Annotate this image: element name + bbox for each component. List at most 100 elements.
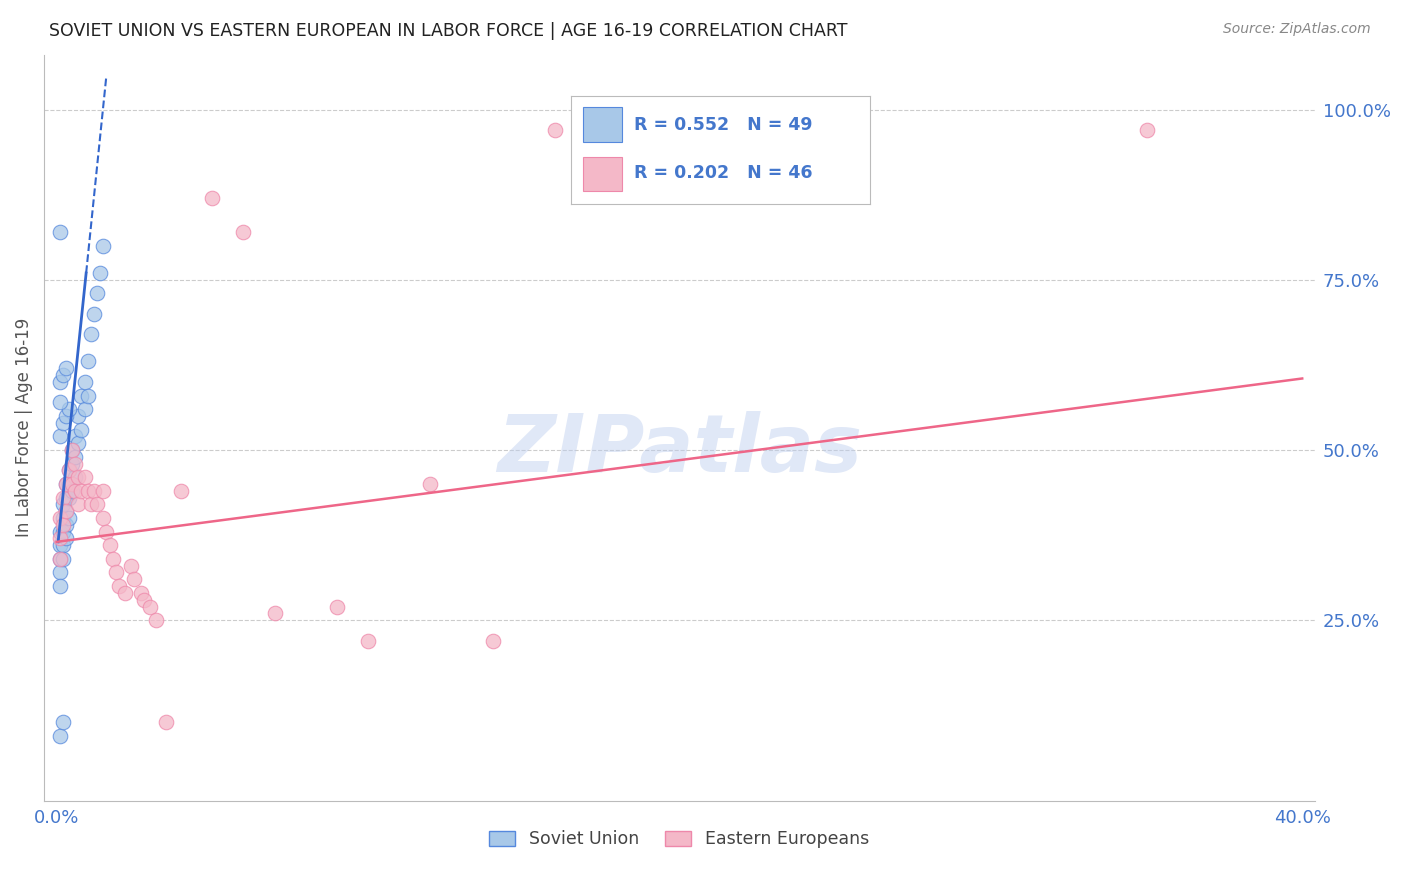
Point bbox=[104, 566, 127, 580]
Point bbox=[58, 402, 80, 417]
Point bbox=[101, 552, 124, 566]
Point bbox=[668, 123, 690, 137]
Point bbox=[48, 538, 70, 552]
Point bbox=[83, 483, 105, 498]
Y-axis label: In Labor Force | Age 16-19: In Labor Force | Age 16-19 bbox=[15, 318, 32, 538]
Point bbox=[145, 613, 167, 627]
Point bbox=[139, 599, 162, 614]
Point bbox=[58, 463, 80, 477]
Point bbox=[96, 524, 118, 539]
Point bbox=[326, 599, 349, 614]
Point bbox=[86, 286, 108, 301]
Point bbox=[55, 477, 77, 491]
Point bbox=[76, 388, 98, 402]
Point bbox=[65, 483, 87, 498]
Point bbox=[263, 607, 285, 621]
Point bbox=[86, 497, 108, 511]
Point bbox=[48, 429, 70, 443]
Point bbox=[67, 470, 90, 484]
Point bbox=[48, 225, 70, 239]
Point bbox=[48, 552, 70, 566]
Point bbox=[129, 586, 152, 600]
Point bbox=[58, 491, 80, 505]
Point bbox=[65, 457, 87, 471]
Point bbox=[52, 524, 75, 539]
Point bbox=[419, 477, 441, 491]
Point bbox=[76, 483, 98, 498]
Point bbox=[73, 402, 96, 417]
Point bbox=[1135, 123, 1157, 137]
Point bbox=[48, 579, 70, 593]
Point bbox=[58, 477, 80, 491]
Point bbox=[67, 409, 90, 423]
Point bbox=[91, 483, 114, 498]
Point bbox=[124, 572, 146, 586]
Point bbox=[67, 436, 90, 450]
Point bbox=[70, 423, 93, 437]
Point bbox=[55, 504, 77, 518]
Point bbox=[52, 511, 75, 525]
Point bbox=[55, 477, 77, 491]
Point bbox=[48, 532, 70, 546]
Point bbox=[55, 517, 77, 532]
Point bbox=[70, 483, 93, 498]
Point bbox=[120, 558, 142, 573]
Point bbox=[52, 538, 75, 552]
Point bbox=[67, 497, 90, 511]
Point bbox=[55, 361, 77, 376]
Point bbox=[201, 191, 224, 205]
Point bbox=[58, 463, 80, 477]
Point bbox=[91, 238, 114, 252]
Point bbox=[52, 368, 75, 382]
Point bbox=[52, 715, 75, 730]
Point bbox=[65, 429, 87, 443]
Point bbox=[52, 552, 75, 566]
Point bbox=[108, 579, 131, 593]
Point bbox=[89, 266, 111, 280]
Point bbox=[52, 517, 75, 532]
Point bbox=[481, 633, 503, 648]
Point bbox=[73, 470, 96, 484]
Point bbox=[65, 470, 87, 484]
Point bbox=[132, 592, 155, 607]
Point bbox=[60, 483, 83, 498]
Point bbox=[48, 552, 70, 566]
Point bbox=[544, 123, 567, 137]
Point bbox=[52, 416, 75, 430]
Point bbox=[80, 327, 103, 342]
Point bbox=[48, 566, 70, 580]
Point bbox=[58, 511, 80, 525]
Point bbox=[91, 511, 114, 525]
Point bbox=[60, 442, 83, 457]
Point bbox=[48, 395, 70, 409]
Text: SOVIET UNION VS EASTERN EUROPEAN IN LABOR FORCE | AGE 16-19 CORRELATION CHART: SOVIET UNION VS EASTERN EUROPEAN IN LABO… bbox=[49, 22, 848, 40]
Point bbox=[48, 729, 70, 743]
Point bbox=[48, 511, 70, 525]
Point bbox=[52, 491, 75, 505]
Point bbox=[98, 538, 121, 552]
Point bbox=[55, 504, 77, 518]
Point bbox=[70, 388, 93, 402]
Point bbox=[65, 450, 87, 464]
Point bbox=[55, 532, 77, 546]
Point bbox=[55, 491, 77, 505]
Point bbox=[48, 375, 70, 389]
Point bbox=[55, 409, 77, 423]
Point bbox=[170, 483, 193, 498]
Point bbox=[60, 457, 83, 471]
Point bbox=[114, 586, 136, 600]
Point bbox=[60, 442, 83, 457]
Point bbox=[48, 524, 70, 539]
Legend: Soviet Union, Eastern Europeans: Soviet Union, Eastern Europeans bbox=[482, 823, 876, 855]
Point bbox=[232, 225, 254, 239]
Point bbox=[83, 307, 105, 321]
Point bbox=[60, 477, 83, 491]
Text: Source: ZipAtlas.com: Source: ZipAtlas.com bbox=[1223, 22, 1371, 37]
Point bbox=[155, 715, 177, 730]
Point bbox=[52, 497, 75, 511]
Point bbox=[76, 354, 98, 368]
Point bbox=[80, 497, 103, 511]
Text: ZIPatlas: ZIPatlas bbox=[496, 411, 862, 489]
Point bbox=[357, 633, 380, 648]
Point bbox=[73, 375, 96, 389]
